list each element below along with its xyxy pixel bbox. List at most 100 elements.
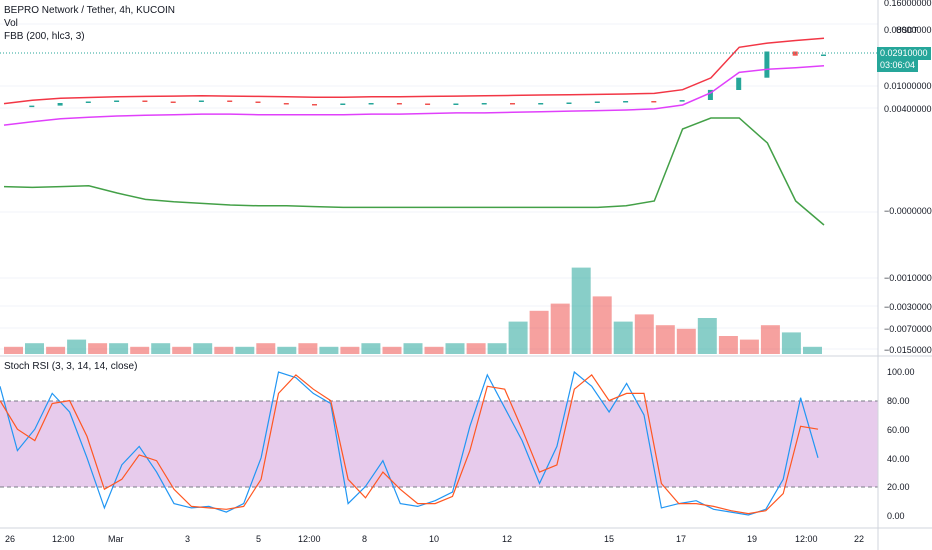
candle: [651, 101, 657, 103]
volume-bar: [487, 343, 507, 354]
volume-bar: [88, 343, 108, 354]
stoch-overbought-oversold-band: [0, 401, 878, 487]
price-tick: 0.00400000: [884, 104, 932, 114]
candle: [29, 105, 35, 108]
candle: [57, 103, 63, 106]
candle: [566, 102, 572, 104]
volume-bar: [739, 339, 759, 354]
volume-bar: [424, 346, 444, 354]
candle: [623, 101, 629, 103]
volume-bar: [193, 343, 213, 354]
volume-bar: [130, 346, 150, 354]
volume-bar: [319, 346, 339, 354]
lower-band-line: [3, 64, 825, 126]
candlesticks: [29, 51, 826, 108]
volume-bar: [508, 321, 528, 354]
volume-bar: [760, 325, 780, 354]
volume-bar: [109, 343, 129, 354]
volume-bar: [235, 346, 255, 354]
time-tick: 8: [362, 534, 368, 544]
time-tick: 10: [429, 534, 440, 544]
candle: [792, 51, 798, 56]
volume-bar: [613, 321, 633, 354]
candle: [679, 100, 685, 102]
volume-bar: [529, 310, 549, 354]
volume-bar: [340, 346, 360, 354]
volume-bar: [298, 343, 318, 354]
price-tick: −0.00300000: [884, 302, 932, 312]
stoch-tick: 0.00: [887, 511, 905, 521]
candle: [142, 100, 148, 102]
volume-bar: [151, 343, 171, 354]
volume-bar: [466, 343, 486, 354]
candle: [283, 103, 289, 105]
time-tick: 12: [502, 534, 513, 544]
time-tick: 5: [256, 534, 262, 544]
price-tick: −0.01500000: [884, 345, 932, 355]
volume-bar: [382, 346, 402, 354]
current-price-label: 0.02910000: [877, 47, 931, 60]
time-tick: 19: [747, 534, 758, 544]
volume-bar: [25, 343, 44, 354]
price-tick: −0.00100000: [884, 273, 932, 283]
volume-bar: [361, 343, 381, 354]
candle: [312, 104, 317, 106]
candle: [396, 103, 402, 105]
volume-bar: [718, 336, 738, 354]
volume-bar: [676, 328, 696, 354]
fbb-legend[interactable]: FBB (200, hlc3, 3): [4, 31, 85, 42]
volume-bar: [172, 346, 192, 354]
price-tick: 0.01000000: [884, 81, 932, 91]
price-axis-unit: USDT: [896, 26, 918, 35]
candle: [368, 103, 374, 105]
volume-bar: [214, 346, 234, 354]
symbol-legend[interactable]: BEPRO Network / Tether, 4h, KUCOIN: [4, 5, 175, 16]
candle: [594, 101, 600, 103]
volume-bar: [781, 332, 801, 354]
candle: [340, 103, 346, 105]
time-tick: 26: [5, 534, 16, 544]
volume-bar: [277, 346, 297, 354]
bar-countdown-label: 03:06:04: [877, 59, 919, 72]
stoch-tick: 40.00: [887, 454, 910, 464]
stoch-tick: 100.00: [887, 367, 915, 377]
volume-bar: [592, 296, 612, 354]
stoch-tick: 60.00: [887, 425, 910, 435]
candle: [114, 100, 120, 102]
stoch-tick: 80.00: [887, 396, 910, 406]
candle: [538, 103, 544, 105]
candle: [707, 89, 713, 100]
volume-bar: [634, 314, 654, 354]
time-tick: 15: [604, 534, 615, 544]
volume-bar: [655, 325, 675, 354]
candle: [764, 51, 770, 78]
candle: [453, 103, 459, 105]
time-tick: 12:00: [298, 534, 321, 544]
candle: [510, 103, 515, 105]
candle: [736, 77, 742, 90]
candle: [170, 101, 176, 103]
time-tick: 22: [854, 534, 865, 544]
volume-bar: [571, 267, 591, 354]
time-tick: 12:00: [52, 534, 75, 544]
time-tick: 3: [185, 534, 191, 544]
stoch-rsi-legend[interactable]: Stoch RSI (3, 3, 14, 14, close): [4, 361, 138, 372]
volume-bar: [256, 343, 276, 354]
stoch-tick: 20.00: [887, 482, 910, 492]
price-tick: −0.00700000: [884, 324, 932, 334]
price-tick: 0.16000000: [884, 0, 932, 8]
time-tick: 17: [676, 534, 687, 544]
volume-bar: [4, 346, 23, 354]
price-tick: 0.08000000: [884, 25, 932, 35]
price-tick: −0.00000000: [884, 206, 932, 216]
candle: [425, 103, 431, 105]
middle-line: [3, 117, 825, 226]
time-tick: 12:00: [795, 534, 818, 544]
volume-legend[interactable]: Vol: [4, 18, 18, 29]
volume-bar: [46, 346, 66, 354]
time-tick: Mar: [108, 534, 124, 544]
volume-bar: [697, 318, 717, 354]
candle: [227, 100, 233, 102]
upper-band-line: [3, 37, 825, 105]
